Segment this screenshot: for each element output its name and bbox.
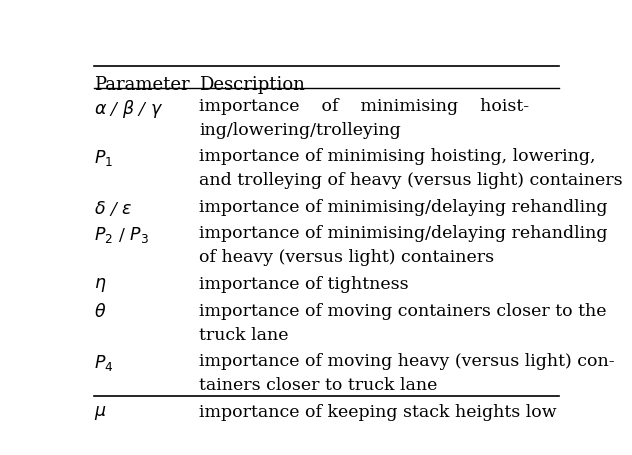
Text: importance of minimising/delaying rehandling: importance of minimising/delaying rehand… — [199, 225, 607, 242]
Text: ing/lowering/trolleying: ing/lowering/trolleying — [199, 121, 401, 138]
Text: importance of moving heavy (versus light) con-: importance of moving heavy (versus light… — [199, 353, 615, 369]
Text: importance    of    minimising    hoist-: importance of minimising hoist- — [199, 97, 529, 114]
Text: $\delta$ / $\epsilon$: $\delta$ / $\epsilon$ — [94, 198, 132, 217]
Text: importance of keeping stack heights low: importance of keeping stack heights low — [199, 403, 557, 420]
Text: truck lane: truck lane — [199, 326, 288, 343]
Text: importance of minimising/delaying rehandling: importance of minimising/delaying rehand… — [199, 198, 607, 215]
Text: Description: Description — [199, 76, 305, 94]
Text: $P_2$ / $P_3$: $P_2$ / $P_3$ — [94, 225, 149, 245]
Text: importance of minimising hoisting, lowering,: importance of minimising hoisting, lower… — [199, 148, 595, 165]
Text: $P_1$: $P_1$ — [94, 148, 112, 168]
Text: $\alpha$ / $\beta$ / $\gamma$: $\alpha$ / $\beta$ / $\gamma$ — [94, 97, 163, 119]
Text: $\theta$: $\theta$ — [94, 302, 106, 320]
Text: $\mu$: $\mu$ — [94, 403, 106, 421]
Text: $P_4$: $P_4$ — [94, 353, 113, 373]
Text: $\eta$: $\eta$ — [94, 275, 106, 293]
Text: and trolleying of heavy (versus light) containers: and trolleying of heavy (versus light) c… — [199, 172, 623, 189]
Text: importance of tightness: importance of tightness — [199, 275, 409, 293]
Text: tainers closer to truck lane: tainers closer to truck lane — [199, 376, 437, 393]
Text: importance of moving containers closer to the: importance of moving containers closer t… — [199, 302, 607, 319]
Text: of heavy (versus light) containers: of heavy (versus light) containers — [199, 249, 494, 266]
Text: Parameter: Parameter — [94, 76, 190, 94]
